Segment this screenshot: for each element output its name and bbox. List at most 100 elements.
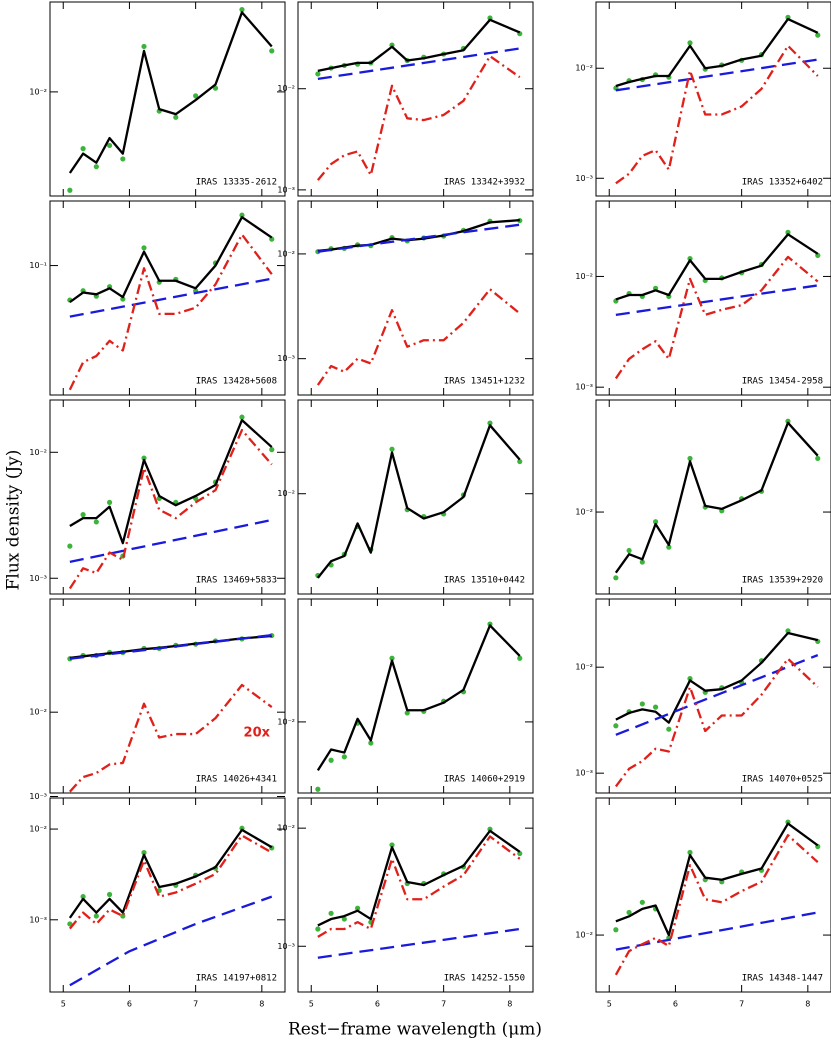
panel-title: IRAS 14197+0812 <box>196 974 277 984</box>
dashed-line <box>615 911 818 951</box>
solid-line <box>68 828 273 919</box>
x-tick-label: 5 <box>309 1000 314 1009</box>
panel-title: IRAS 13451+1232 <box>444 377 525 387</box>
panel-title: IRAS 13428+5608 <box>196 377 277 387</box>
y-tick-label: 10⁻³ <box>575 769 593 778</box>
data-point <box>80 894 86 900</box>
panel: 10⁻¹ IRAS 13428+5608 <box>29 200 286 396</box>
x-tick-label: 7 <box>739 1000 744 1009</box>
solid-line <box>614 421 819 574</box>
data-point <box>815 455 821 462</box>
y-tick-label: 10⁻² <box>575 272 593 281</box>
x-tick-label: 5 <box>607 1000 612 1009</box>
dashdot-line <box>614 834 819 976</box>
y-tick-label: 10⁻³ <box>277 354 295 363</box>
dashdot-line <box>317 835 521 938</box>
data-point <box>652 704 659 710</box>
panel: 10⁻² 10⁻³ IRAS 13352+6402 <box>575 1 831 197</box>
dashdot-line <box>615 44 819 185</box>
data-point <box>652 519 659 525</box>
panel: 10⁻² IRAS 14060+2919 <box>277 598 534 794</box>
data-point <box>687 455 693 462</box>
y-tick-label: 10⁻² <box>277 717 295 726</box>
data-point <box>687 849 693 856</box>
data-point <box>613 927 619 933</box>
panel-title: IRAS 13454-2958 <box>742 377 823 387</box>
data-point <box>389 655 395 661</box>
panel: 10⁻² 10⁻³ IRAS 13451+1232 <box>277 200 534 396</box>
dashed-line <box>615 284 818 316</box>
solid-line <box>615 631 819 724</box>
plot-area <box>67 7 275 193</box>
panel-title: IRAS 13335-2612 <box>196 178 277 188</box>
plot-area <box>613 418 821 581</box>
solid-line <box>317 829 521 927</box>
data-point <box>141 850 147 856</box>
data-point <box>315 786 321 792</box>
data-point <box>626 547 632 554</box>
panel: 10⁻² 10⁻³ IRAS 14026+4341 20x <box>29 598 286 801</box>
data-point <box>269 447 275 453</box>
data-point <box>487 420 493 426</box>
plot-area <box>67 212 275 391</box>
data-point <box>106 142 113 149</box>
panel-title: IRAS 13352+6402 <box>742 178 823 188</box>
panel-frame <box>49 797 286 993</box>
data-point <box>354 905 361 911</box>
dashdot-line <box>316 288 521 386</box>
data-point <box>269 48 275 54</box>
data-point <box>613 723 619 729</box>
data-point <box>389 842 395 848</box>
panel-frame <box>297 200 534 396</box>
dashed-line <box>317 47 520 81</box>
dashed-line <box>69 518 272 563</box>
data-point <box>613 575 619 581</box>
data-point <box>193 93 199 99</box>
dashdot-line <box>316 54 521 181</box>
y-tick-label: 10⁻² <box>29 87 47 96</box>
data-point <box>785 418 791 424</box>
y-tick-label: 10⁻³ <box>29 574 47 583</box>
panel: 10⁻² 10⁻³ IRAS 13342+3932 <box>277 1 534 197</box>
panel-frame <box>49 1 286 197</box>
solid-line <box>615 233 819 301</box>
plot-area <box>613 14 821 185</box>
data-point <box>328 757 334 763</box>
data-point <box>120 156 126 162</box>
panel-title: IRAS 14070+0525 <box>742 775 823 785</box>
x-tick-label: 8 <box>507 1000 512 1009</box>
solid-line <box>69 418 273 545</box>
y-tick-label: 10⁻² <box>277 84 295 93</box>
y-tick-label: 10⁻³ <box>29 915 47 924</box>
solid-line <box>316 624 521 771</box>
panel-frame <box>297 399 534 595</box>
y-tick-label: 10⁻² <box>575 663 593 672</box>
dashed-line <box>69 633 272 660</box>
y-tick-label: 10⁻³ <box>29 792 47 801</box>
dashed-line <box>317 927 520 959</box>
panel: 10⁻² 5 6 7 8 IRAS 14348-1447 <box>575 797 831 1009</box>
panel-title: IRAS 14252-1550 <box>444 974 525 984</box>
data-point <box>341 754 347 760</box>
dashdot-line <box>68 233 273 391</box>
data-point <box>80 512 86 518</box>
data-point <box>239 414 245 420</box>
panel: 10⁻² IRAS 13539+2920 <box>575 399 831 595</box>
data-point <box>328 910 334 916</box>
panel: 10⁻² 10⁻³ 5 6 7 8 IRAS 14252-1550 <box>277 797 534 1009</box>
data-point <box>666 544 672 550</box>
y-tick-label: 10⁻² <box>277 824 295 833</box>
panel-title: IRAS 13342+3932 <box>444 178 525 188</box>
dashed-line <box>615 654 819 736</box>
panel: 10⁻² 10⁻³ IRAS 13454-2958 <box>575 200 831 396</box>
panel: 10⁻² IRAS 13510+0442 <box>277 399 534 595</box>
plot-area <box>613 628 821 788</box>
data-point <box>141 43 147 50</box>
solid-line <box>615 17 819 88</box>
data-point <box>93 164 99 170</box>
y-tick-label: 10⁻³ <box>277 942 295 951</box>
panel-frame <box>49 598 286 794</box>
y-tick-label: 10⁻³ <box>277 185 295 194</box>
panel-frame <box>49 200 286 396</box>
panel-title: IRAS 14026+4341 <box>196 775 277 785</box>
